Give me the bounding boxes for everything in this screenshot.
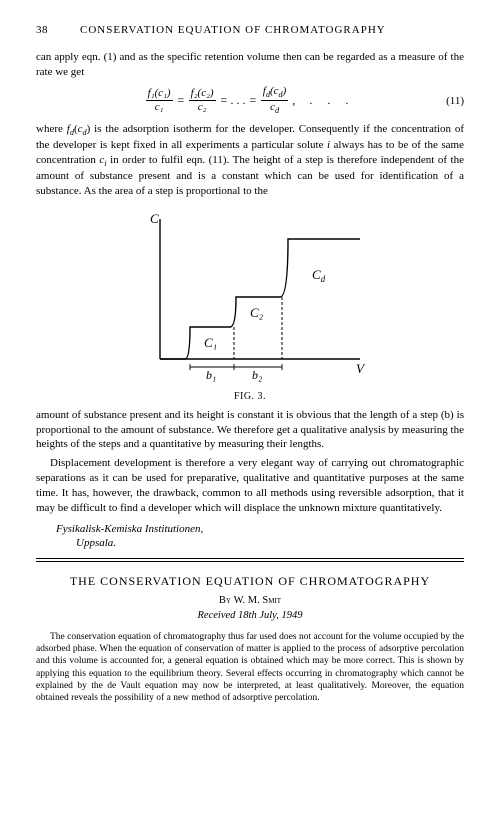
by-word: By <box>219 595 231 606</box>
page: 38 CONSERVATION EQUATION OF CHROMATOGRAP… <box>0 0 500 738</box>
equation-body: f₁(c₁) c₁ = f₂(c₂) c₂ = . . . = fd(cd) c… <box>146 86 355 116</box>
paragraph-4: Displacement development is therefore a … <box>36 456 464 515</box>
paragraph-2: where fd(cd) is the adsorption isotherm … <box>36 122 464 199</box>
byline: By W. M. Smit <box>36 595 464 606</box>
page-number: 38 <box>36 24 48 36</box>
cd-label: Cd <box>312 267 326 284</box>
frac-2-den: c₂ <box>196 101 209 113</box>
frac-d-den: cd <box>268 101 281 115</box>
figure-caption: FIG. 3. <box>234 391 266 402</box>
running-head: CONSERVATION EQUATION OF CHROMATOGRAPHY <box>80 24 386 36</box>
frac-1-num: f₁(c₁) <box>146 88 173 101</box>
abstract: The conservation equation of chromatogra… <box>36 631 464 705</box>
b1-label: b₁ <box>206 368 216 382</box>
received-text: Received 18th July, 1949 <box>198 610 303 621</box>
frac-2: f₂(c₂) c₂ <box>189 88 216 113</box>
frac-1-den: c₁ <box>153 101 166 113</box>
eq-dots-2: . . . <box>309 93 354 108</box>
paragraph-3: amount of substance present and its heig… <box>36 408 464 453</box>
article-title: THE CONSERVATION EQUATION OF CHROMATOGRA… <box>36 574 464 589</box>
article-divider <box>36 558 464 562</box>
eq-sign: = <box>177 93 185 108</box>
affiliation: Fysikalisk-Kemiska Institutionen, Uppsal… <box>56 522 464 551</box>
frac-d-num: fd(cd) <box>261 86 289 101</box>
page-header: 38 CONSERVATION EQUATION OF CHROMATOGRAP… <box>36 24 464 36</box>
affil-line1: Fysikalisk-Kemiska Institutionen, <box>56 522 464 536</box>
c2-label: C₂ <box>250 305 264 320</box>
affil-line2: Uppsala. <box>76 536 464 550</box>
eq-dots: = . . . = <box>220 93 257 108</box>
frac-1: f₁(c₁) c₁ <box>146 88 173 113</box>
author-name: W. M. Smit <box>234 595 281 606</box>
c1-label: C₁ <box>204 335 217 350</box>
p2-a: where <box>36 123 67 135</box>
step-curve <box>160 239 360 359</box>
figure-3-svg: C V C₁ C₂ Cd b₁ b₂ <box>130 209 370 389</box>
axis-v-label: V <box>356 361 366 376</box>
equation-11: f₁(c₁) c₁ = f₂(c₂) c₂ = . . . = fd(cd) c… <box>36 86 464 116</box>
eq-tail: , <box>292 93 295 108</box>
figure-3: C V C₁ C₂ Cd b₁ b₂ FIG. 3. <box>36 209 464 402</box>
received-line: Received 18th July, 1949 <box>36 610 464 621</box>
frac-d: fd(cd) cd <box>261 86 289 116</box>
axis-c-label: C <box>150 211 159 226</box>
equation-label: (11) <box>446 95 464 107</box>
b2-label: b₂ <box>252 368 262 382</box>
frac-2-num: f₂(c₂) <box>189 88 216 101</box>
paragraph-1: can apply eqn. (1) and as the specific r… <box>36 50 464 80</box>
